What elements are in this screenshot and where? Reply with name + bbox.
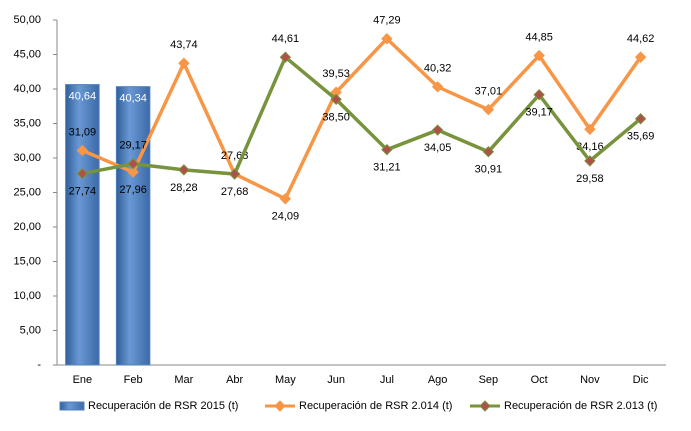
x-tick-label: Feb — [124, 374, 143, 386]
marker — [634, 51, 647, 63]
data-label: 27,68 — [221, 186, 249, 198]
marker — [178, 57, 190, 69]
data-label: 27,96 — [119, 184, 147, 196]
marker — [178, 164, 190, 176]
data-label: 44,85 — [525, 31, 553, 43]
data-label: 40,34 — [119, 93, 147, 105]
marker — [127, 166, 139, 178]
data-label: 30,91 — [475, 164, 503, 176]
bar — [65, 84, 100, 366]
data-label: 35,69 — [627, 131, 655, 143]
y-tick-label: 15,00 — [13, 255, 41, 267]
y-tick-label: 25,00 — [13, 186, 41, 198]
data-label: 40,32 — [424, 63, 452, 75]
y-tick-label: 45,00 — [13, 48, 41, 60]
legend-label: Recuperación de RSR 2.014 (t) — [299, 400, 452, 412]
data-label: 34,05 — [424, 142, 452, 154]
line — [82, 54, 642, 176]
marker — [431, 124, 444, 136]
marker — [431, 81, 444, 93]
marker — [330, 93, 342, 106]
data-label: 39,17 — [525, 107, 553, 119]
marker — [381, 143, 393, 156]
x-tick-label: Abr — [226, 374, 243, 386]
legend-marker — [479, 400, 491, 412]
y-tick-label: 35,00 — [13, 117, 41, 129]
marker — [482, 103, 495, 116]
data-label: 47,29 — [373, 15, 401, 27]
line — [81, 36, 643, 202]
x-tick-label: May — [275, 374, 296, 386]
data-label: 24,09 — [272, 211, 300, 223]
marker — [584, 123, 596, 136]
data-label: 44,61 — [272, 33, 300, 45]
marker — [381, 32, 393, 45]
y-tick-label: 30,00 — [13, 152, 41, 164]
marker — [127, 158, 139, 170]
marker — [76, 144, 89, 157]
x-tick-label: Sep — [479, 374, 499, 386]
x-tick-label: Mar — [174, 374, 193, 386]
data-label: 44,62 — [627, 33, 655, 45]
legend-label: Recuperación de RSR 2.013 (t) — [504, 400, 657, 412]
data-label: 31,21 — [373, 162, 401, 174]
marker — [634, 113, 647, 125]
data-label: 39,53 — [322, 68, 350, 80]
marker — [533, 89, 545, 101]
x-tick-label: Oct — [531, 374, 548, 386]
marker — [279, 51, 292, 63]
x-tick-label: Ene — [73, 374, 93, 386]
marker — [279, 193, 292, 205]
data-label: 38,50 — [322, 111, 350, 123]
bar — [115, 86, 151, 366]
data-label: 31,09 — [69, 126, 97, 138]
legend-marker — [274, 400, 286, 412]
legend-label: Recuperación de RSR 2015 (t) — [88, 400, 238, 412]
marker — [228, 168, 241, 180]
marker — [482, 146, 495, 158]
marker — [533, 49, 545, 62]
x-tick-label: Nov — [580, 374, 600, 386]
y-tick-label: 5,00 — [20, 324, 41, 336]
data-label: 27,74 — [69, 186, 97, 198]
y-tick-label: 10,00 — [13, 290, 41, 302]
y-tick-label: 40,00 — [13, 83, 41, 95]
data-label: 40,64 — [69, 90, 97, 102]
data-label: 29,58 — [576, 173, 604, 185]
data-label: 29,17 — [119, 140, 147, 152]
legend-swatch — [59, 401, 85, 411]
x-tick-label: Jun — [327, 374, 345, 386]
data-label: 43,74 — [170, 39, 198, 51]
y-tick-label: - — [37, 359, 41, 371]
y-tick-label: 50,00 — [13, 14, 41, 26]
y-tick-label: 20,00 — [13, 221, 41, 233]
data-label: 28,28 — [170, 182, 198, 194]
x-tick-label: Jul — [380, 374, 394, 386]
data-label: 37,01 — [475, 86, 503, 98]
marker — [76, 167, 89, 180]
marker — [584, 155, 596, 167]
x-tick-label: Dic — [633, 374, 649, 386]
x-tick-label: Ago — [428, 374, 448, 386]
